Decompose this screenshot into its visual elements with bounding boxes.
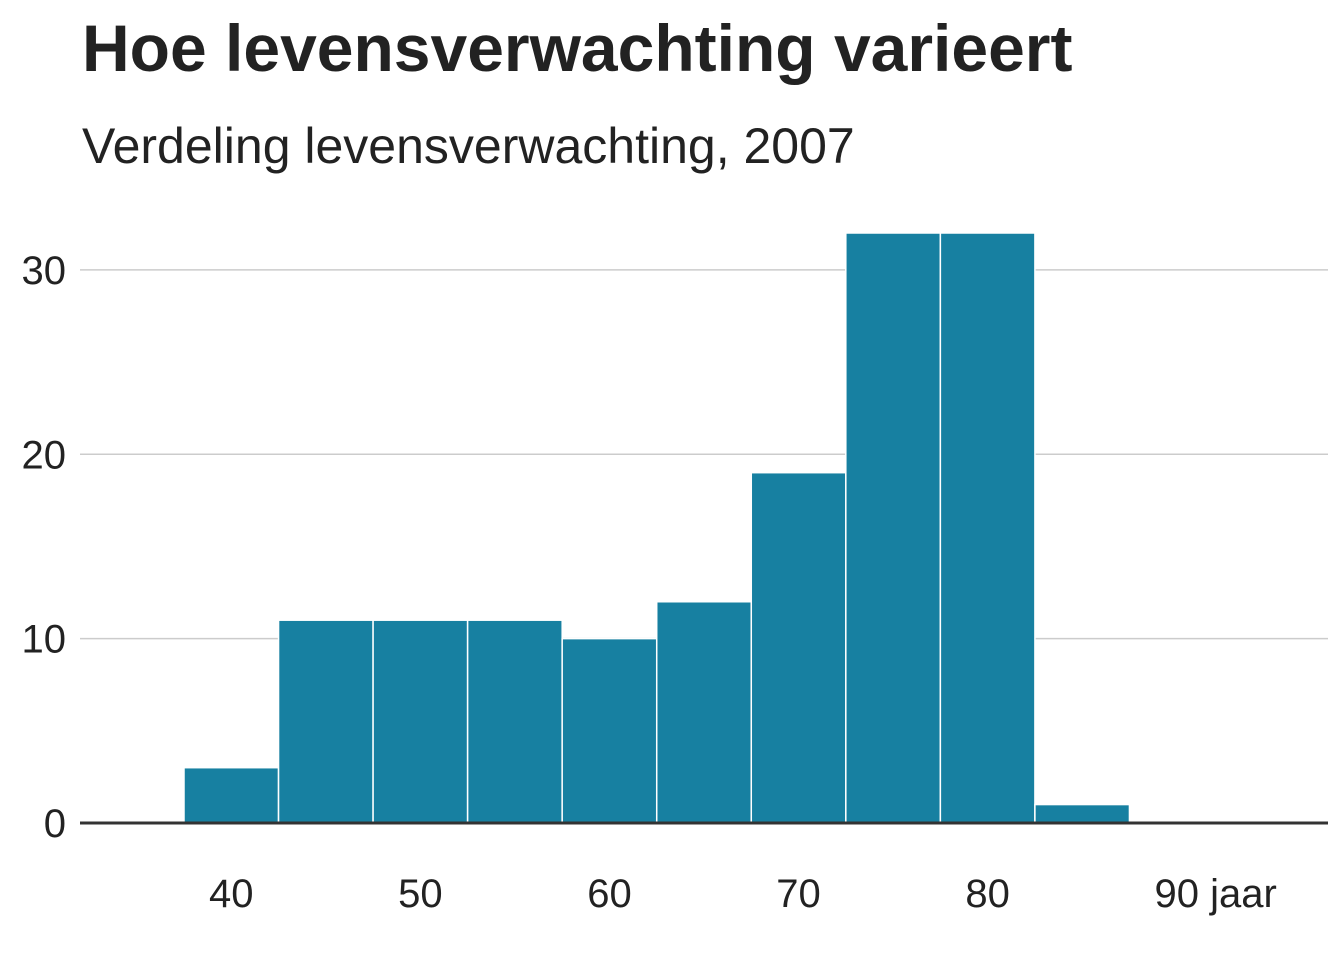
histogram-bar: [466, 619, 563, 824]
y-tick-label: 30: [22, 249, 67, 293]
x-tick-label: 40: [209, 872, 254, 916]
y-tick-label: 10: [22, 618, 67, 662]
bars: [183, 232, 1131, 824]
x-tick-label: 90 jaar: [1154, 872, 1276, 916]
histogram-bar: [561, 637, 658, 824]
histogram-bar: [277, 619, 374, 824]
histogram-bar: [845, 232, 942, 824]
grid-lines: [80, 269, 1328, 640]
x-tick-label: 80: [965, 872, 1010, 916]
x-tick-label: 70: [776, 872, 821, 916]
axes: 0 10 20 30 40 50 60 70 80 90 jaar: [22, 249, 1328, 916]
histogram-bar: [183, 766, 280, 824]
histogram-bar: [655, 601, 753, 824]
y-tick-label: 20: [22, 433, 67, 477]
x-tick-label: 50: [398, 872, 443, 916]
chart-subtitle: Verdeling levensverwachting, 2007: [82, 118, 855, 174]
chart-title: Hoe levensverwachting varieert: [82, 11, 1073, 85]
x-tick-label: 60: [587, 872, 632, 916]
histogram-bar: [1034, 803, 1131, 824]
y-tick-label: 0: [44, 802, 66, 846]
histogram-bar: [939, 232, 1036, 824]
histogram-bar: [372, 619, 469, 824]
histogram-bar: [750, 471, 847, 824]
